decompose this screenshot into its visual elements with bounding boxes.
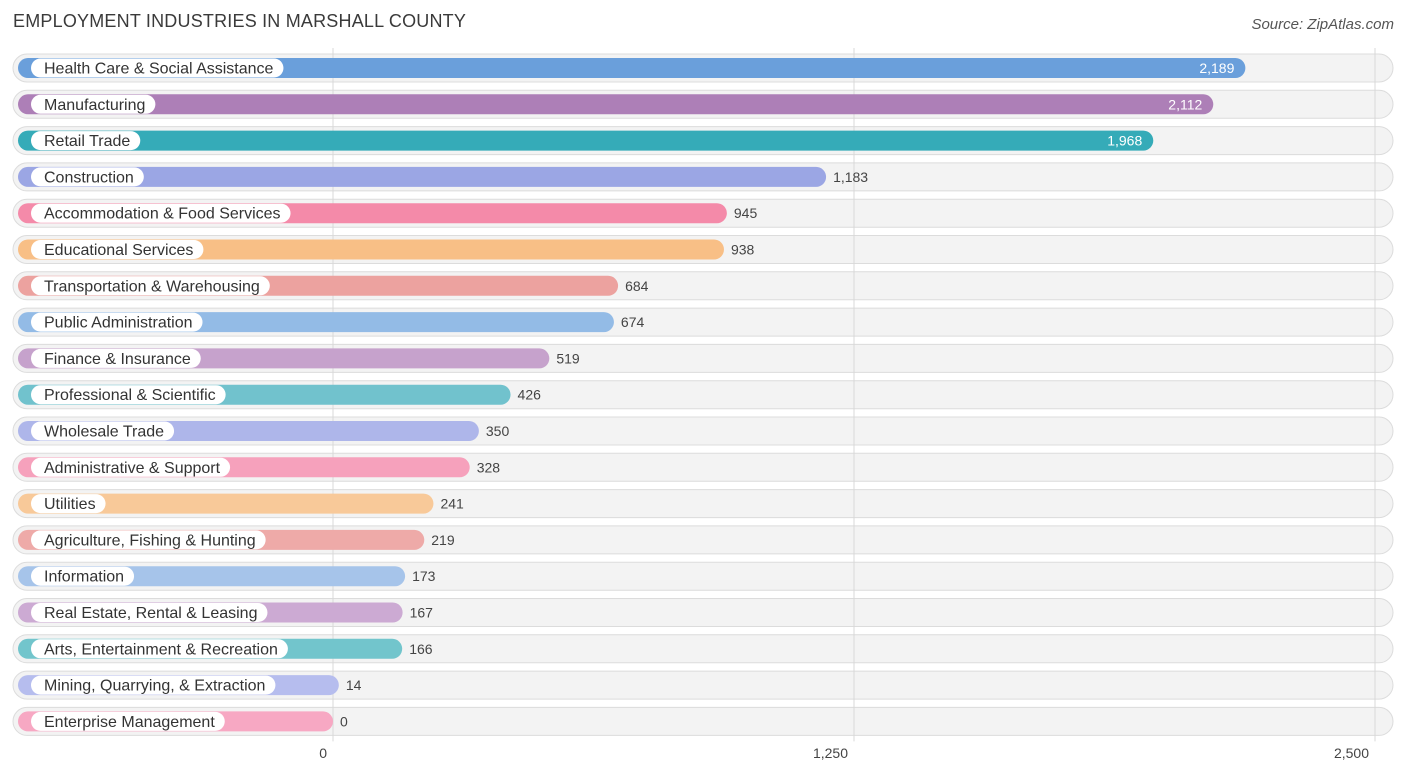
bar-row: Finance & Insurance 519 [18,348,580,369]
category-label: Utilities [44,496,96,513]
bar-row: Accommodation & Food Services 945 [18,203,758,224]
value-label: 938 [731,242,755,258]
bar-row: Real Estate, Rental & Leasing 167 [18,602,434,623]
bar-row: Public Administration 674 [18,312,645,333]
bar-row: Administrative & Support 328 [18,457,501,478]
bar-row: Health Care & Social Assistance 2,189 [18,58,1246,78]
category-label-pill [31,421,175,441]
bar-row: Arts, Entertainment & Recreation 166 [18,638,433,659]
value-label: 173 [412,568,436,584]
bar [18,166,827,187]
category-label-pill [31,385,226,405]
chart-title: EMPLOYMENT INDUSTRIES IN MARSHALL COUNTY [13,11,467,31]
value-label: 1,183 [833,169,868,185]
category-label-pill [31,494,106,514]
category-label: Professional & Scientific [44,387,216,404]
row-background [12,706,1394,736]
category-label-pill [31,167,144,187]
category-label: Construction [44,169,134,186]
category-label-pill [31,566,135,586]
category-label: Mining, Quarrying, & Extraction [44,678,265,695]
bar-row: Utilities 241 [18,493,464,514]
category-label-pill [31,711,225,731]
value-label: 674 [621,314,645,330]
value-label: 166 [409,641,433,657]
category-label-pill [31,58,284,78]
category-label: Real Estate, Rental & Leasing [44,605,257,622]
category-label: Manufacturing [44,97,145,114]
category-label-pill [31,240,204,259]
category-label-pill [31,203,291,223]
bar [18,94,1214,115]
value-label: 945 [734,205,758,221]
category-label-pill [31,312,203,332]
category-label-pill [31,348,201,368]
category-label-pill [31,276,270,296]
tick-label: 2,500 [1334,745,1369,761]
bar [18,493,434,514]
category-label-pill [31,530,266,550]
category-label: Agriculture, Fishing & Hunting [44,532,256,549]
category-label-pill [31,675,276,695]
category-label: Enterprise Management [44,714,215,731]
row-background [12,670,1394,700]
category-label: Wholesale Trade [44,424,164,441]
category-label-pill [31,603,268,622]
bar-row: Retail Trade 1,968 [18,130,1154,151]
x-axis: 0 1,250 2,500 [319,745,1369,761]
value-label: 2,112 [1168,96,1202,112]
value-label: 519 [556,350,580,366]
bar-row: Transportation & Warehousing 684 [18,275,649,296]
bar-row: Enterprise Management 0 [18,711,348,732]
category-label: Retail Trade [44,133,130,150]
value-label: 219 [431,532,455,548]
value-label: 350 [486,423,510,439]
value-label: 684 [625,278,649,294]
value-label: 426 [518,387,542,403]
value-label: 241 [440,496,464,512]
category-label-pill [31,131,141,151]
category-label-pill [31,94,156,114]
bar-row: Professional & Scientific 426 [18,384,542,405]
tick-label: 1,250 [813,745,848,761]
value-label: 14 [346,677,362,693]
bar-row: Manufacturing 2,112 [18,94,1214,115]
category-label: Arts, Entertainment & Recreation [44,641,278,658]
value-label: 2,189 [1199,60,1234,76]
category-label: Information [44,569,124,586]
value-label: 167 [410,605,434,621]
bar-row: Information 173 [18,566,436,587]
category-label: Health Care & Social Assistance [44,61,274,78]
bar [18,130,1154,151]
category-label-pill [31,457,231,477]
tick-label: 0 [319,745,327,761]
category-label: Public Administration [44,315,193,332]
bar-row: Educational Services 938 [18,239,755,260]
category-label: Transportation & Warehousing [44,278,260,295]
value-label: 328 [477,459,501,475]
value-label: 0 [340,713,348,729]
category-label-pill [31,639,288,659]
category-label: Accommodation & Food Services [44,206,281,223]
bar-row: Wholesale Trade 350 [18,421,509,441]
category-label: Administrative & Support [44,460,221,477]
bar-row: Mining, Quarrying, & Extraction 14 [18,675,362,696]
source-note: Source: ZipAtlas.com [1251,16,1394,33]
category-label: Finance & Insurance [44,351,191,368]
category-label: Educational Services [44,242,193,259]
value-label: 1,968 [1107,133,1142,149]
bar-row: Agriculture, Fishing & Hunting 219 [18,529,455,550]
bar [18,58,1246,78]
bar-row: Construction 1,183 [18,166,868,187]
